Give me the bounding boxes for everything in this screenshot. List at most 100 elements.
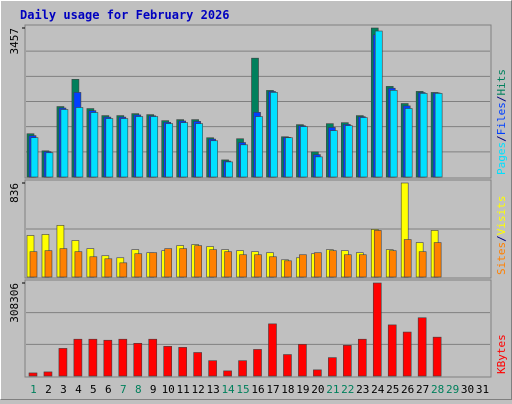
x-tick-label: 23 <box>356 383 369 396</box>
x-tick-label: 22 <box>341 383 354 396</box>
bar <box>209 249 217 278</box>
bar <box>417 317 427 377</box>
bar <box>30 137 39 178</box>
bar <box>432 336 442 377</box>
bar <box>135 116 144 178</box>
x-tick-label: 11 <box>177 383 190 396</box>
x-tick-label: 6 <box>105 383 112 396</box>
bar <box>299 254 307 278</box>
bar <box>372 282 382 377</box>
x-tick-label: 5 <box>90 383 97 396</box>
x-tick-label: 2 <box>45 383 52 396</box>
legend-entry: KBytes <box>495 334 508 374</box>
x-tick-label: 14 <box>221 383 235 396</box>
bar <box>284 260 292 278</box>
x-tick-label: 25 <box>386 383 399 396</box>
legend-separator: / <box>495 96 508 103</box>
x-tick-label: 13 <box>206 383 219 396</box>
bar <box>345 125 353 178</box>
bar <box>119 262 128 278</box>
legend-separator: / <box>495 235 508 242</box>
bar <box>268 323 277 377</box>
legend-entry: Files <box>495 102 508 135</box>
bar <box>402 331 412 377</box>
legend: Pages/Files/Hits <box>495 69 508 175</box>
legend-entry: Hits <box>495 69 508 96</box>
bar <box>60 109 69 178</box>
bar <box>179 248 187 278</box>
x-tick-label: 10 <box>162 383 175 396</box>
bar <box>223 370 232 377</box>
bar <box>300 126 308 178</box>
bar <box>193 352 202 377</box>
bar <box>328 357 337 377</box>
x-tick-label: 1 <box>30 383 37 396</box>
x-tick-label: 18 <box>281 383 294 396</box>
bar <box>45 152 54 178</box>
bar <box>225 161 233 178</box>
bar <box>120 118 129 178</box>
y-tick-label: 3457 <box>8 28 21 55</box>
bar <box>149 252 158 278</box>
bar <box>134 253 143 278</box>
x-tick-label: 30 <box>461 383 474 396</box>
x-tick-label: 4 <box>75 383 82 396</box>
bar <box>105 118 114 178</box>
bar <box>387 324 397 377</box>
bar <box>150 116 159 178</box>
x-tick-label: 9 <box>150 383 157 396</box>
bar <box>270 92 278 178</box>
x-tick-label: 17 <box>266 383 279 396</box>
bar <box>238 360 247 377</box>
x-tick-label: 28 <box>431 383 444 396</box>
bar <box>163 346 173 377</box>
bar <box>373 230 382 278</box>
x-tick-label: 24 <box>371 383 385 396</box>
bar <box>148 338 158 377</box>
bar <box>329 250 337 278</box>
y-tick-label: 836 <box>8 183 21 203</box>
bar <box>315 156 323 178</box>
bar <box>434 93 443 178</box>
legend-entry: Pages <box>495 142 508 175</box>
bar <box>313 369 322 377</box>
bar <box>419 93 428 178</box>
bar <box>44 250 53 278</box>
bar <box>418 251 427 278</box>
legend: KBytes <box>495 334 508 374</box>
bar <box>75 107 84 178</box>
bar <box>133 342 143 377</box>
bar <box>208 360 217 377</box>
bar <box>283 354 292 377</box>
bar <box>118 338 128 377</box>
bar <box>433 242 442 278</box>
bar <box>359 117 368 178</box>
bar <box>88 338 98 377</box>
bar <box>285 137 293 178</box>
bar <box>403 239 412 278</box>
bar <box>255 116 263 178</box>
legend-separator: / <box>495 135 508 142</box>
bar <box>314 252 322 278</box>
bar <box>164 248 173 278</box>
legend: Sites/Visits <box>495 196 508 276</box>
bar <box>388 250 397 278</box>
bar <box>180 122 188 178</box>
x-tick-label: 7 <box>120 383 127 396</box>
bar <box>358 254 367 278</box>
bar <box>58 348 68 377</box>
bar <box>330 130 338 178</box>
bar <box>404 108 413 178</box>
bar <box>178 347 187 377</box>
x-tick-label: 16 <box>251 383 264 396</box>
bar <box>59 248 68 278</box>
bar <box>253 349 262 377</box>
x-tick-label: 8 <box>135 383 142 396</box>
bar <box>73 338 83 377</box>
bar <box>43 371 53 377</box>
bar <box>29 251 38 278</box>
x-tick-label: 27 <box>416 383 429 396</box>
x-tick-label: 31 <box>476 383 489 396</box>
